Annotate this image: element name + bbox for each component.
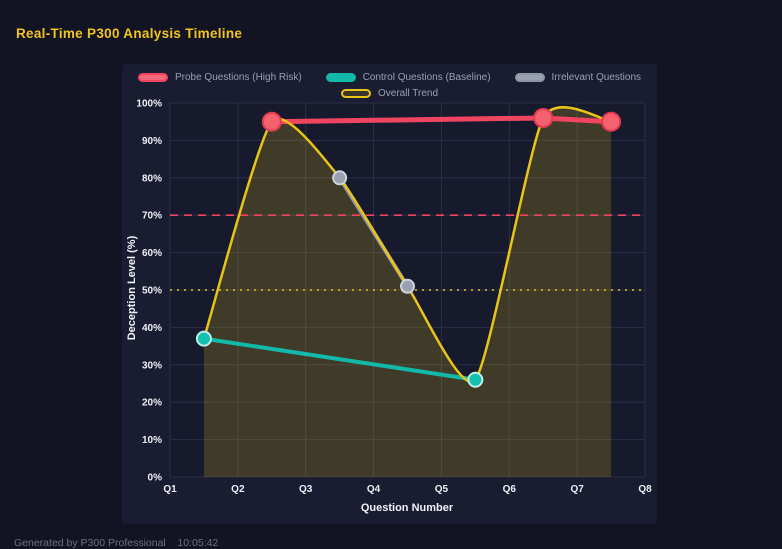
y-tick-label: 100% <box>136 99 162 110</box>
page-title: Real-Time P300 Analysis Timeline <box>16 26 243 41</box>
x-tick-label: Q2 <box>231 484 245 495</box>
irrelevant-questions-point[interactable] <box>332 170 348 186</box>
legend-label-probe-questions-high-risk: Probe Questions (High Risk) <box>174 72 302 83</box>
y-tick-label: 50% <box>142 286 162 297</box>
probe-questions-high-risk-point[interactable] <box>601 111 622 132</box>
x-tick-label: Q7 <box>570 484 584 495</box>
y-tick-label: 0% <box>148 473 163 484</box>
x-tick-label: Q4 <box>367 484 381 495</box>
legend-item-probe-questions-high-risk[interactable]: Probe Questions (High Risk) <box>137 72 302 83</box>
x-tick-label: Q6 <box>503 484 517 495</box>
probe-questions-high-risk-point[interactable] <box>533 107 554 128</box>
control-questions-baseline-point[interactable] <box>195 330 212 347</box>
legend-swatch-irrelevant-questions <box>514 73 545 82</box>
y-tick-label: 80% <box>142 173 162 184</box>
x-tick-label: Q3 <box>299 484 313 495</box>
legend-swatch-control-questions-baseline <box>325 73 356 82</box>
legend-label-overall-trend: Overall Trend <box>377 88 439 99</box>
control-questions-baseline-line <box>201 336 478 382</box>
legend-label-irrelevant-questions: Irrelevant Questions <box>551 72 642 83</box>
legend-item-overall-trend[interactable]: Overall Trend <box>340 88 439 99</box>
legend-swatch-probe-questions-high-risk <box>137 73 168 82</box>
legend-row: Probe Questions (High Risk) Control Quest… <box>137 72 642 83</box>
chart-panel: Probe Questions (High Risk) Control Quest… <box>122 64 657 524</box>
y-tick-label: 20% <box>142 398 162 409</box>
legend-swatch-overall-trend <box>340 89 371 98</box>
legend-item-control-questions-baseline[interactable]: Control Questions (Baseline) <box>325 72 491 83</box>
timeline-chart[interactable]: Q1 Q2 Q3 Q4 Q5 Q6 Q7 Q8 0% 10% 20% 30% 40% 50% 60% 70% 8… <box>122 64 657 524</box>
y-axis-title: Deception Level (%) <box>126 235 138 341</box>
legend-item-irrelevant-questions[interactable]: Irrelevant Questions <box>514 72 642 83</box>
y-tick-label: 90% <box>142 136 162 147</box>
chart-legend: Probe Questions (High Risk) Control Quest… <box>122 72 657 99</box>
y-tick-label: 10% <box>142 435 162 446</box>
footer-text: Generated by P300 Professional 10:05:42 <box>14 537 219 549</box>
y-tick-label: 60% <box>142 248 162 259</box>
x-tick-label: Q1 <box>163 484 177 495</box>
y-tick-label: 30% <box>142 360 162 371</box>
control-questions-baseline-point[interactable] <box>467 371 484 388</box>
irrelevant-questions-point[interactable] <box>400 278 415 294</box>
x-axis-title: Question Number <box>360 502 454 514</box>
probe-questions-high-risk-point[interactable] <box>261 111 282 132</box>
legend-label-control-questions-baseline: Control Questions (Baseline) <box>362 72 491 83</box>
y-tick-label: 40% <box>142 323 162 334</box>
legend-row: Overall Trend <box>340 88 439 99</box>
y-tick-label: 70% <box>142 211 162 222</box>
x-tick-label: Q5 <box>435 484 449 495</box>
probe-questions-high-risk-line <box>269 115 614 125</box>
gridlines <box>169 102 646 478</box>
x-tick-label: Q8 <box>638 484 652 495</box>
